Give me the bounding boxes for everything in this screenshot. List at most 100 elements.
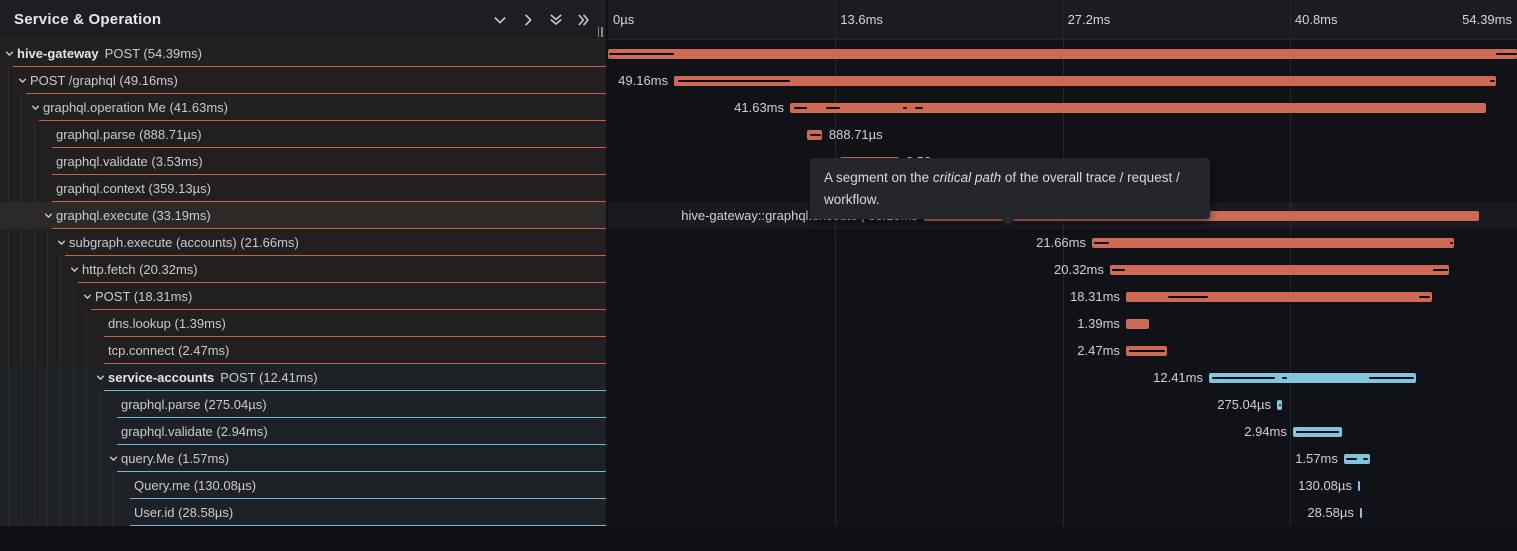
indent-guide xyxy=(21,418,22,445)
row-service-color-border xyxy=(117,417,606,418)
critical-path-segment[interactable] xyxy=(1432,269,1448,271)
span-duration-label: 888.71µs xyxy=(828,127,883,142)
expand-chevron-icon[interactable] xyxy=(94,371,107,384)
span-duration-label: 20.32ms xyxy=(1054,262,1104,277)
indent-guide xyxy=(8,391,9,418)
span-bar-row: 2.94ms xyxy=(608,418,1517,445)
span-row[interactable]: tcp.connect (2.47ms) xyxy=(0,337,606,364)
span-row[interactable]: dns.lookup (1.39ms) xyxy=(0,310,606,337)
critical-path-segment[interactable] xyxy=(794,107,807,109)
span-duration-bar[interactable] xyxy=(1292,427,1342,437)
span-name-label: POST /graphql (49.16ms) xyxy=(30,73,178,88)
span-row[interactable]: graphql.parse (275.04µs) xyxy=(0,391,606,418)
span-duration-bar[interactable] xyxy=(1125,319,1150,329)
span-row[interactable]: User.id (28.58µs) xyxy=(0,499,606,526)
row-service-color-border xyxy=(91,309,606,310)
indent-guide xyxy=(73,391,74,418)
double-chevron-down-icon[interactable] xyxy=(548,12,564,28)
span-row[interactable]: hive-gateway POST (54.39ms) xyxy=(0,40,606,67)
indent-guide xyxy=(21,364,22,391)
critical-path-segment[interactable] xyxy=(609,53,674,55)
span-row[interactable]: POST (18.31ms) xyxy=(0,283,606,310)
indent-guide xyxy=(8,445,9,472)
tooltip-text-pre: A segment on the xyxy=(824,170,933,185)
span-row[interactable]: graphql.parse (888.71µs) xyxy=(0,121,606,148)
chevron-down-icon[interactable] xyxy=(492,12,508,28)
span-bar-row: 1.39ms xyxy=(608,310,1517,337)
expand-chevron-icon[interactable] xyxy=(29,101,42,114)
critical-path-segment[interactable] xyxy=(1362,458,1368,460)
indent-guide xyxy=(47,283,48,310)
indent-guide xyxy=(86,418,87,445)
critical-path-segment[interactable] xyxy=(903,107,908,109)
row-service-color-border xyxy=(52,228,606,229)
span-name-label: graphql.execute (33.19ms) xyxy=(56,208,211,223)
row-service-color-border xyxy=(104,390,606,391)
column-resize-handle[interactable] xyxy=(594,26,606,38)
critical-path-segment[interactable] xyxy=(1495,53,1517,55)
indent-guide xyxy=(60,283,61,310)
span-duration-bar[interactable] xyxy=(1357,481,1361,491)
indent-guide xyxy=(47,391,48,418)
indent-guide xyxy=(86,391,87,418)
indent-guide xyxy=(112,499,113,526)
critical-path-segment[interactable] xyxy=(1418,296,1431,298)
span-duration-bar[interactable] xyxy=(1359,508,1362,518)
axis-tick-label: 54.39ms xyxy=(1462,12,1512,27)
critical-path-segment[interactable] xyxy=(1450,242,1453,244)
expand-chevron-icon[interactable] xyxy=(107,452,120,465)
critical-path-segment[interactable] xyxy=(1112,269,1126,271)
indent-guide xyxy=(60,418,61,445)
span-duration-bar[interactable] xyxy=(608,49,1517,59)
expand-chevron-icon[interactable] xyxy=(42,209,55,222)
critical-path-segment[interactable] xyxy=(809,134,821,136)
critical-path-segment[interactable] xyxy=(914,107,924,109)
critical-path-segment[interactable] xyxy=(1168,296,1208,298)
critical-path-segment[interactable] xyxy=(1346,458,1357,460)
double-chevron-right-icon[interactable] xyxy=(576,12,592,28)
span-duration-bar[interactable] xyxy=(1343,454,1371,464)
span-row[interactable]: graphql.execute (33.19ms) xyxy=(0,202,606,229)
span-name-label: Query.me (130.08µs) xyxy=(134,478,257,493)
span-row[interactable]: graphql.context (359.13µs) xyxy=(0,175,606,202)
critical-path-segment[interactable] xyxy=(1489,80,1495,82)
expand-chevron-icon[interactable] xyxy=(55,236,68,249)
span-row[interactable]: POST /graphql (49.16ms) xyxy=(0,67,606,94)
critical-path-segment[interactable] xyxy=(825,107,840,109)
indent-guide xyxy=(8,175,9,202)
expand-chevron-icon[interactable] xyxy=(68,263,81,276)
span-duration-bar[interactable] xyxy=(790,103,1486,113)
span-row[interactable]: http.fetch (20.32ms) xyxy=(0,256,606,283)
span-duration-bar[interactable] xyxy=(674,76,1496,86)
span-row[interactable]: subgraph.execute (accounts) (21.66ms) xyxy=(0,229,606,256)
critical-path-segment[interactable] xyxy=(677,80,791,82)
span-row[interactable]: service-accounts POST (12.41ms) xyxy=(0,364,606,391)
critical-path-segment[interactable] xyxy=(1278,404,1281,406)
expand-chevron-icon[interactable] xyxy=(81,290,94,303)
span-duration-bar[interactable] xyxy=(1208,373,1417,383)
span-duration-bar[interactable] xyxy=(807,130,822,140)
span-row[interactable]: graphql.validate (2.94ms) xyxy=(0,418,606,445)
critical-path-segment[interactable] xyxy=(1128,350,1165,352)
expand-chevron-icon[interactable] xyxy=(3,47,16,60)
span-row[interactable]: query.Me (1.57ms) xyxy=(0,445,606,472)
span-row[interactable]: graphql.operation Me (41.63ms) xyxy=(0,94,606,121)
indent-guide xyxy=(34,364,35,391)
critical-path-segment[interactable] xyxy=(1212,377,1275,379)
indent-guide xyxy=(34,256,35,283)
indent-guide xyxy=(34,472,35,499)
span-row[interactable]: graphql.validate (3.53ms) xyxy=(0,148,606,175)
span-duration-bar[interactable] xyxy=(1277,400,1282,410)
critical-path-segment[interactable] xyxy=(1368,377,1415,379)
span-duration-bar[interactable] xyxy=(1109,265,1450,275)
expand-chevron-icon[interactable] xyxy=(16,74,29,87)
critical-path-segment[interactable] xyxy=(1281,377,1288,379)
span-name-label: query.Me (1.57ms) xyxy=(121,451,230,466)
span-row[interactable]: Query.me (130.08µs) xyxy=(0,472,606,499)
critical-path-segment[interactable] xyxy=(1093,242,1109,244)
chevron-right-icon[interactable] xyxy=(520,12,536,28)
span-duration-bar[interactable] xyxy=(1091,238,1454,248)
span-duration-bar[interactable] xyxy=(1125,292,1432,302)
critical-path-segment[interactable] xyxy=(1295,431,1340,433)
span-duration-bar[interactable] xyxy=(1125,346,1168,356)
